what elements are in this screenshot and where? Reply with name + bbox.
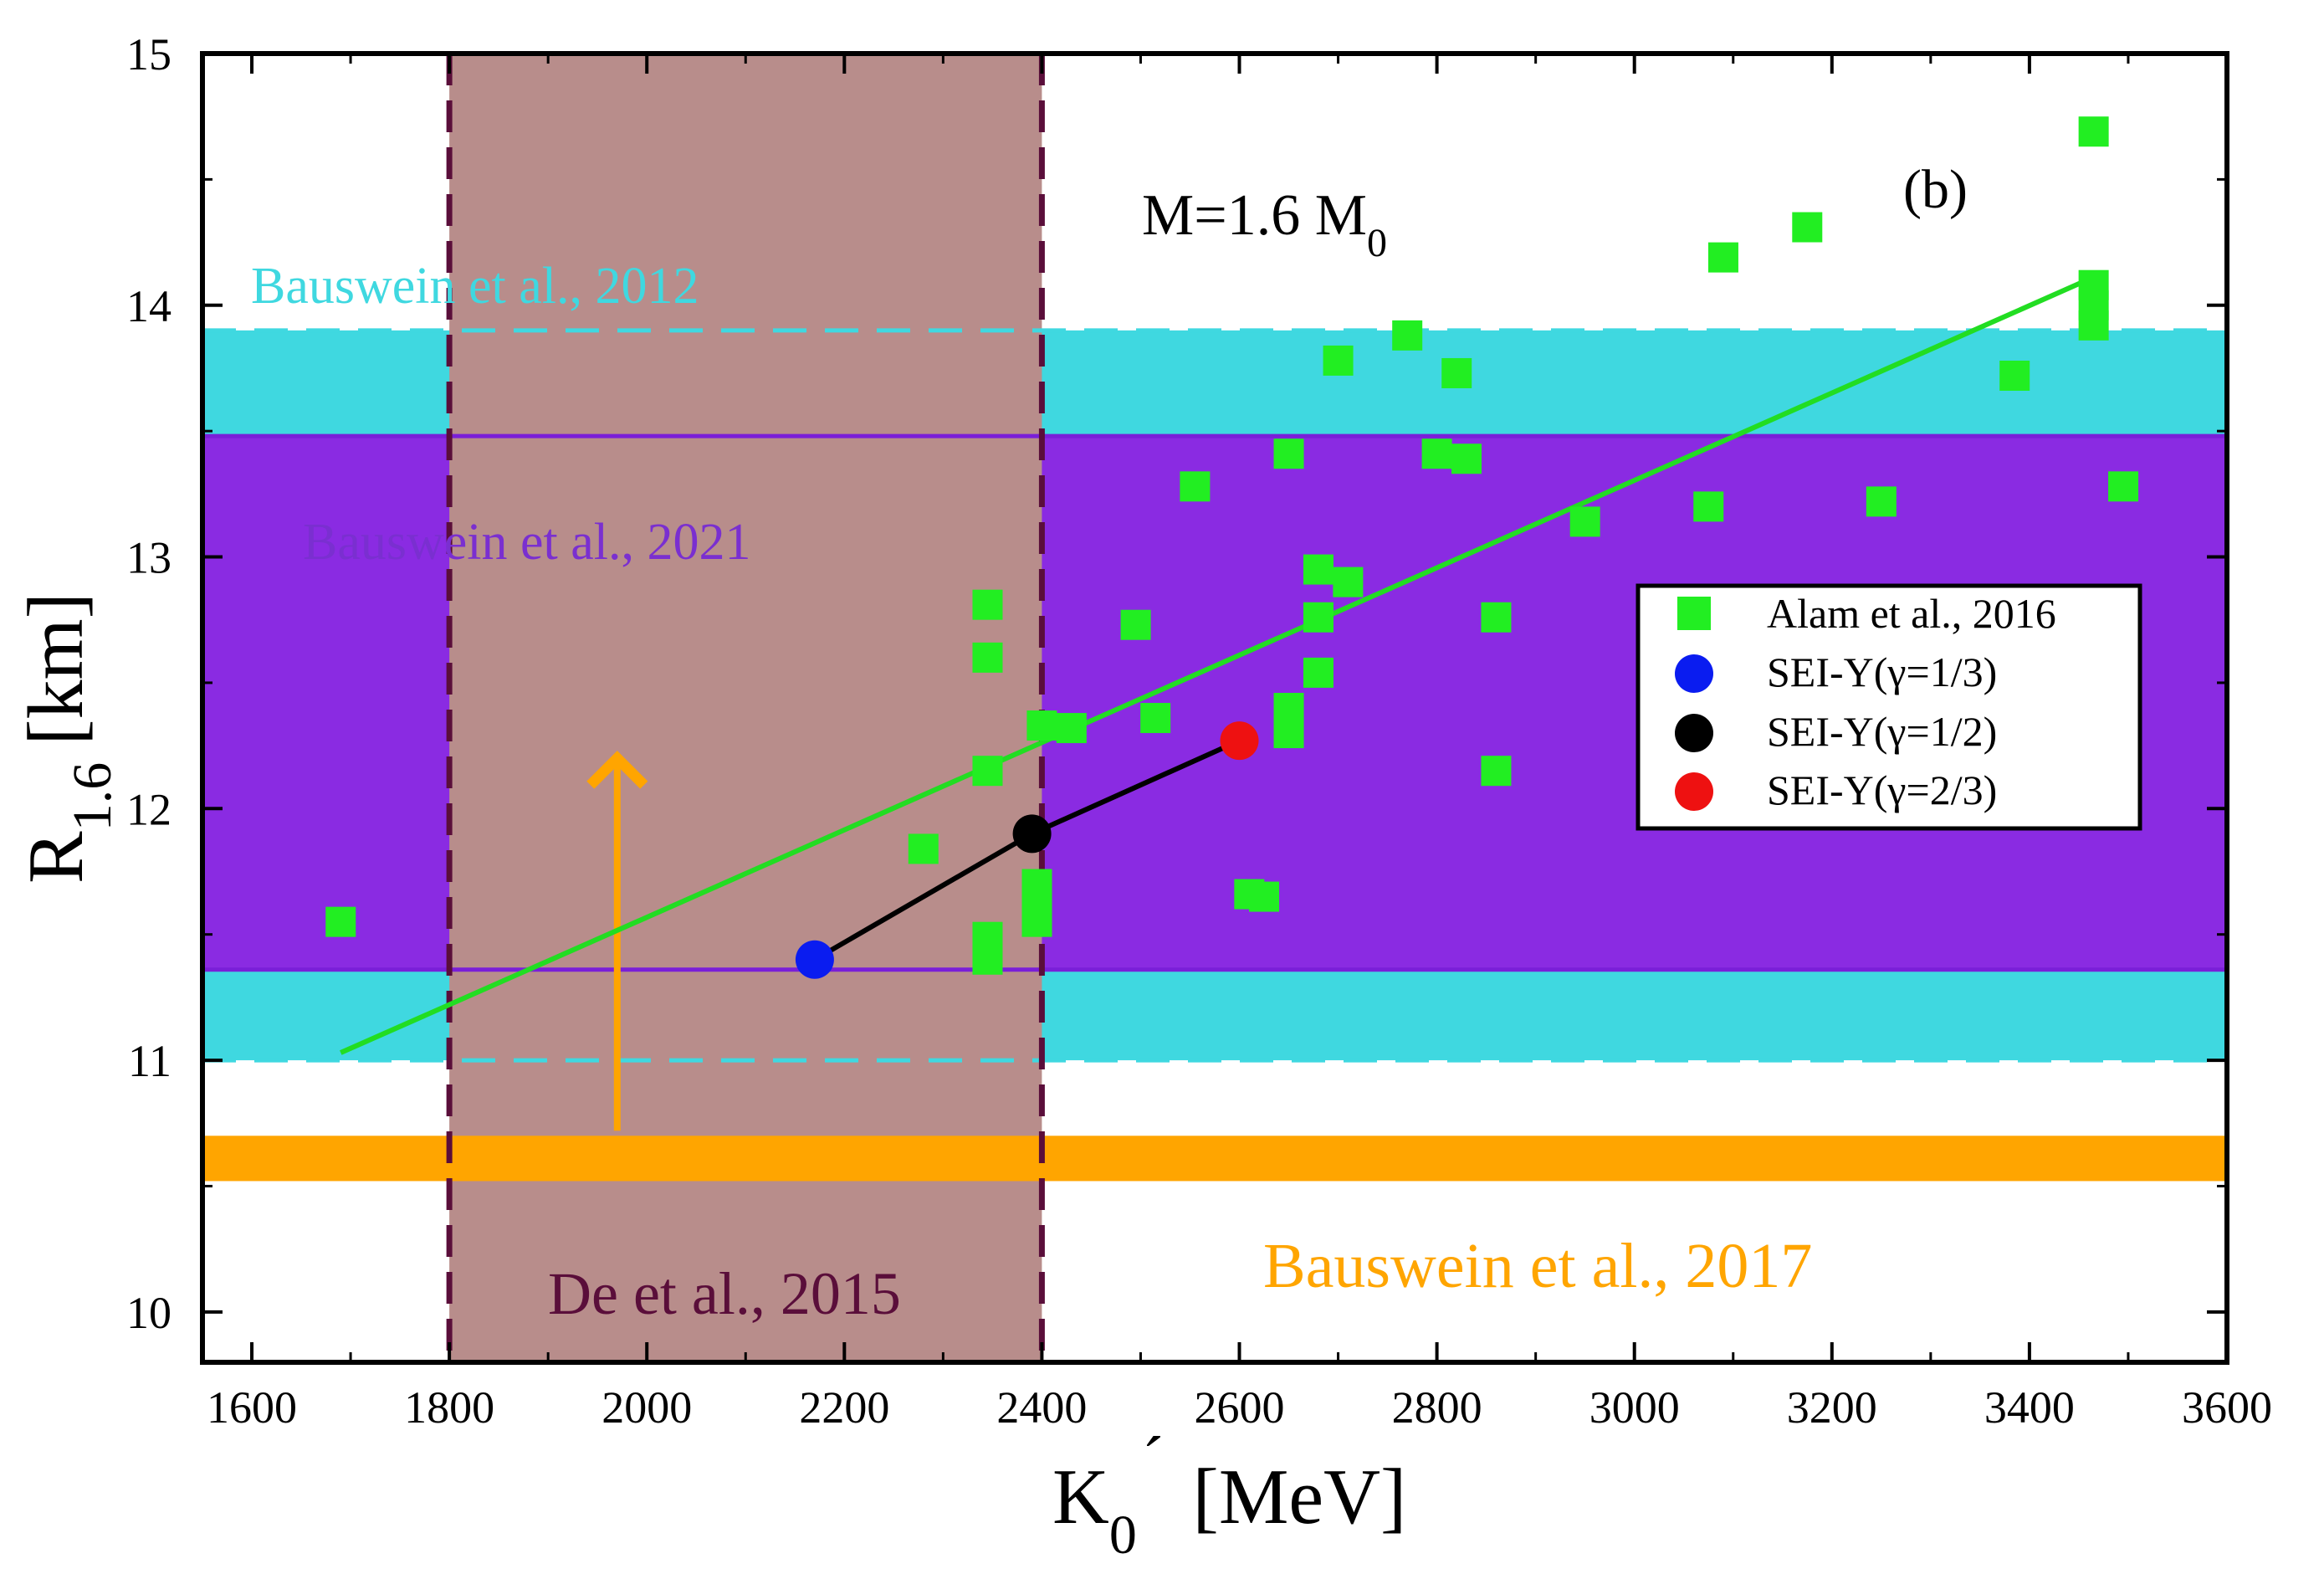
- alam-point-6: [972, 944, 1003, 975]
- alam-point-36: [1999, 360, 2030, 391]
- legend-label-alam: Alam et al., 2016: [1767, 590, 2056, 637]
- fit-line: [340, 272, 2100, 1055]
- plot-frame: [200, 51, 2229, 1365]
- alam-point-33: [1707, 242, 1738, 273]
- de-2015-label: De et al., 2015: [548, 1260, 901, 1327]
- alam-point-22: [1303, 657, 1333, 688]
- alam-point-32: [1693, 491, 1724, 522]
- alam-point-29: [1481, 602, 1512, 633]
- y-axis-label-sub: 1.6: [62, 762, 123, 832]
- bauswein-2012-label: Bauswein et al., 2012: [251, 258, 699, 315]
- legend-marker-sei-13: [1675, 654, 1713, 693]
- y-axis-label: R1.6 [km]: [13, 592, 123, 884]
- y-tick-label-10: 10: [126, 1288, 171, 1338]
- legend-label-sei-12: SEI-Y(γ=1/2): [1767, 708, 1997, 755]
- alam-point-9: [1021, 906, 1052, 937]
- alam-point-27: [1441, 357, 1472, 388]
- band-bauswein-2017: [202, 1136, 2227, 1182]
- alam-point-28: [1451, 443, 1482, 474]
- sei-point-2: [1012, 814, 1052, 854]
- alam-point-34: [1792, 212, 1823, 243]
- alam-point-13: [1140, 703, 1171, 734]
- markers: [325, 116, 2139, 979]
- legend-marker-alam: [1677, 597, 1711, 630]
- y-tick-label-11: 11: [128, 1036, 171, 1086]
- alam-point-37: [2078, 116, 2109, 147]
- x-tick-label-2400: 2400: [996, 1382, 1087, 1433]
- legend-label-sei-13: SEI-Y(γ=1/3): [1767, 649, 1997, 695]
- alam-point-11: [1056, 713, 1087, 744]
- x-tick-label-1800: 1800: [404, 1382, 494, 1433]
- legend-marker-sei-23: [1675, 772, 1713, 811]
- alam-point-41: [2108, 471, 2139, 502]
- legend-marker-sei-12: [1675, 714, 1713, 752]
- x-tick-label-2600: 2600: [1195, 1382, 1285, 1433]
- x-axis-label-sub: 0: [1109, 1505, 1137, 1566]
- alam-point-1: [908, 833, 939, 864]
- x-axis-label: K0´ [MeV]: [1052, 1424, 1406, 1566]
- alam-point-20: [1303, 554, 1333, 585]
- alam-point-25: [1392, 320, 1423, 351]
- y-tick-label-12: 12: [126, 784, 171, 834]
- x-tick-label-3400: 3400: [1984, 1382, 2075, 1433]
- x-tick-label-3000: 3000: [1589, 1382, 1680, 1433]
- alam-point-4: [972, 756, 1003, 787]
- x-axis-label-prime: ´: [1142, 1424, 1165, 1498]
- alam-point-14: [1180, 471, 1211, 502]
- y-tick-label-14: 14: [126, 281, 171, 331]
- alam-point-40: [2078, 310, 2109, 341]
- alam-point-23: [1323, 345, 1354, 376]
- x-axis-label-rest: [MeV]: [1193, 1454, 1407, 1541]
- legend-box: [1636, 583, 2142, 831]
- legend: Alam et al., 2016 SEI-Y(γ=1/3) SEI-Y(γ=1…: [1636, 583, 2142, 831]
- x-tick-label-3600: 3600: [2182, 1382, 2272, 1433]
- y-tick-label-13: 13: [126, 533, 171, 583]
- alam-point-0: [325, 906, 356, 937]
- alam-point-16: [1249, 881, 1280, 912]
- x-tick-label-1600: 1600: [207, 1382, 297, 1433]
- sei-point-3: [1220, 721, 1259, 761]
- x-tick-label-2800: 2800: [1392, 1382, 1482, 1433]
- alam-point-19: [1273, 718, 1304, 749]
- x-tick-label-2200: 2200: [799, 1382, 889, 1433]
- alam-point-35: [1866, 486, 1897, 517]
- alam-point-31: [1569, 506, 1600, 537]
- bauswein-2017-label: Bauswein et al., 2017: [1263, 1231, 1812, 1301]
- bauswein-2021-label: Bauswein et al., 2021: [303, 514, 751, 571]
- mass-annotation-sub: 0: [1367, 221, 1387, 265]
- alam-point-18: [1273, 693, 1304, 723]
- alam-point-30: [1481, 756, 1512, 787]
- legend-label-sei-23: SEI-Y(γ=2/3): [1767, 766, 1997, 813]
- alam-point-2: [972, 589, 1003, 620]
- panel-label: (b): [1903, 159, 1968, 220]
- alam-point-10: [1026, 710, 1057, 741]
- alam-point-17: [1273, 438, 1304, 469]
- mass-annotation: M=1.6 M0: [1142, 183, 1387, 265]
- sei-point-1: [795, 940, 834, 979]
- alam-point-3: [972, 642, 1003, 673]
- y-axis-label-rest: [km]: [13, 592, 100, 746]
- x-tick-label-2000: 2000: [601, 1382, 692, 1433]
- x-axis-label-main: K: [1052, 1454, 1109, 1541]
- alam-point-12: [1120, 609, 1151, 640]
- mass-annotation-main: M=1.6 M: [1142, 183, 1367, 248]
- band-lines: [202, 54, 2227, 1362]
- alam-point-21: [1303, 602, 1333, 633]
- y-axis-label-main: R: [13, 831, 100, 884]
- y-tick-label-15: 15: [126, 29, 171, 79]
- x-tick-label-3200: 3200: [1787, 1382, 1877, 1433]
- alam-point-26: [1421, 438, 1452, 469]
- alam-point-24: [1333, 567, 1364, 597]
